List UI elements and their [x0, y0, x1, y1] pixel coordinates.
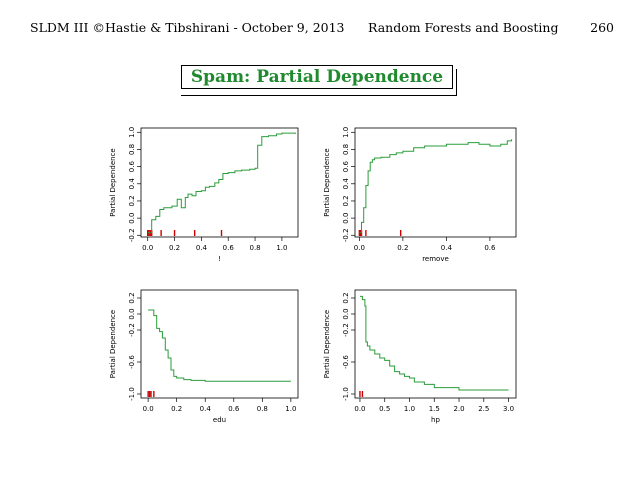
x-tick-label: 0.8: [257, 405, 268, 413]
title-underline: [181, 95, 456, 96]
x-tick-label: 0.4: [441, 244, 453, 252]
y-axis-label: Partial Dependence: [109, 148, 117, 216]
y-tick-label: -0.2: [128, 228, 136, 242]
plot-frame: [140, 289, 299, 399]
y-tick-label: 0.0: [342, 308, 350, 319]
x-tick-label: 0.4: [196, 244, 208, 252]
y-tick-label: 0.6: [342, 161, 350, 173]
dependence-curve: [360, 295, 509, 391]
x-tick-label: 3.0: [503, 405, 514, 413]
x-tick-label: 2.0: [453, 405, 464, 413]
dependence-curve: [147, 132, 296, 234]
y-axis-label: Partial Dependence: [323, 148, 331, 216]
y-tick-label: -0.6: [342, 355, 350, 369]
x-axis-label: !: [218, 255, 221, 263]
chart-panel-3: 0.0 0.2 0.4 0.6 0.8 1.0 -1.0 -0.6 -0.2 0.0 0.2 edu P…: [109, 289, 299, 424]
x-tick-label: 0.6: [228, 405, 240, 413]
x-tick-label: 0.2: [171, 405, 182, 413]
y-tick-label: 0.2: [342, 292, 350, 303]
y-tick-label: 0.2: [342, 195, 350, 206]
y-tick-label: 0.8: [342, 144, 350, 155]
y-tick-label: 1.0: [342, 127, 350, 138]
plot-frame: [354, 289, 517, 399]
x-tick-label: 0.0: [142, 244, 153, 252]
x-tick-label: 1.0: [285, 405, 296, 413]
x-axis-label: remove: [422, 255, 449, 263]
chart-panel-2: 0.0 0.2 0.4 0.6 -0.2 0.0 0.2 0.4 0.6 0.8 1.0 remove…: [323, 127, 517, 263]
title-side-line: [456, 69, 457, 96]
x-tick-label: 0.8: [249, 244, 260, 252]
x-tick-label: 2.5: [478, 405, 489, 413]
y-tick-label: -1.0: [342, 387, 350, 401]
y-tick-label: 0.2: [128, 292, 136, 303]
header-section: Random Forests and Boosting: [368, 20, 559, 35]
header-left: SLDM III ©Hastie & Tibshirani - October …: [30, 20, 345, 35]
y-tick-label: -0.2: [342, 323, 350, 337]
x-tick-label: 0.6: [484, 244, 496, 252]
y-tick-label: -0.2: [128, 323, 136, 337]
x-axis-label: hp: [431, 416, 440, 424]
x-tick-label: 0.0: [354, 405, 365, 413]
y-tick-label: -0.2: [342, 228, 350, 242]
y-tick-label: 0.2: [128, 195, 136, 206]
plot-frame: [354, 127, 517, 238]
dependence-curve: [148, 309, 291, 382]
y-tick-label: 0.4: [342, 178, 350, 190]
x-tick-label: 1.0: [276, 244, 287, 252]
page-number: 260: [590, 20, 614, 35]
y-tick-label: 0.4: [128, 178, 136, 190]
chart-panel-4: 0.0 0.5 1.0 1.5 2.0 2.5 3.0 -1.0 -0.6 -0.2 0.0 0.2 h…: [323, 289, 517, 424]
dependence-curve: [359, 139, 513, 234]
x-tick-label: 0.0: [354, 244, 365, 252]
slide-title: Spam: Partial Dependence: [190, 67, 444, 87]
y-axis-label: Partial Dependence: [109, 310, 117, 378]
x-tick-label: 0.5: [379, 405, 390, 413]
y-tick-label: -0.6: [128, 355, 136, 369]
y-tick-label: 0.8: [128, 144, 136, 155]
x-tick-label: 0.4: [200, 405, 212, 413]
x-tick-label: 0.0: [143, 405, 154, 413]
y-tick-label: 0.6: [128, 161, 136, 173]
y-tick-label: 0.0: [128, 213, 136, 224]
y-tick-label: 0.0: [128, 308, 136, 319]
y-tick-label: -1.0: [128, 387, 136, 401]
y-tick-label: 1.0: [128, 127, 136, 138]
chart-panel-1: 0.0 0.2 0.4 0.6 0.8 1.0 -0.2 0.0 0.2 0.4 0.6 0.8 1.0…: [109, 127, 299, 263]
plot-frame: [140, 127, 299, 238]
x-tick-label: 1.5: [429, 405, 440, 413]
x-tick-label: 1.0: [404, 405, 415, 413]
x-tick-label: 0.2: [169, 244, 180, 252]
slide-title-box: [181, 65, 453, 89]
x-tick-label: 0.2: [397, 244, 408, 252]
x-axis-label: edu: [213, 416, 226, 424]
x-tick-label: 0.6: [223, 244, 235, 252]
y-tick-label: 0.0: [342, 213, 350, 224]
y-axis-label: Partial Dependence: [323, 310, 331, 378]
